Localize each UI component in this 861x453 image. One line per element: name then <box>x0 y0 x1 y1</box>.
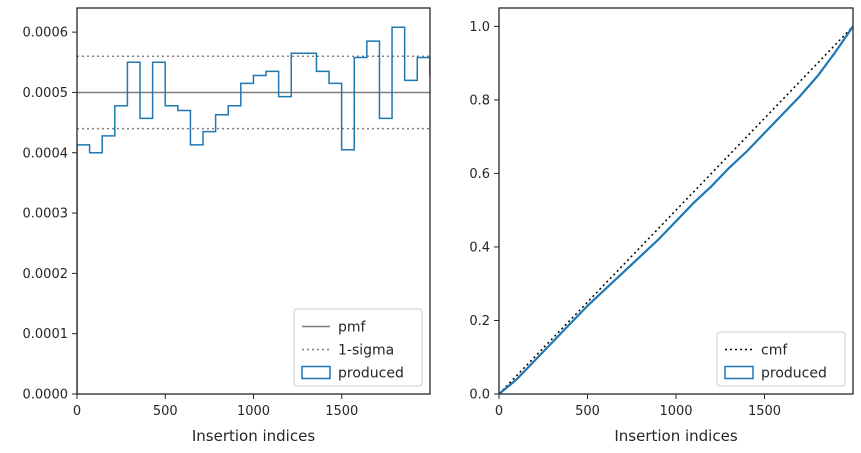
y-tick-label: 0.0004 <box>23 146 69 161</box>
plot-area <box>499 25 853 394</box>
x-tick-label: 1500 <box>748 404 781 419</box>
series-produced <box>499 25 853 394</box>
legend-swatch <box>724 365 754 380</box>
y-tick-label: 0.0000 <box>23 388 69 403</box>
chart-pmf: 0 500 1000 1500 0.0000 0.0001 0.0002 0.0003 0.00… <box>23 7 431 445</box>
legend-label: produced <box>338 366 404 382</box>
x-tick-label: 0 <box>495 404 503 419</box>
legend-box <box>716 331 846 387</box>
y-tick-label: 0.8 <box>469 93 490 108</box>
x-tick-label: 0 <box>73 404 81 419</box>
y-tick-label: 0.0005 <box>23 86 69 101</box>
x-tick-label: 1500 <box>325 404 358 419</box>
y-tick-label: 0.0006 <box>23 26 69 41</box>
legend-label: cmf <box>761 343 788 359</box>
y-tick-label: 0.4 <box>469 240 490 255</box>
plot-area <box>77 26 430 394</box>
x-axis-label: Insertion indices <box>614 427 737 445</box>
legend: cmf produced <box>716 331 846 387</box>
x-axis-label: Insertion indices <box>192 427 315 445</box>
y-tick-label: 0.2 <box>469 314 490 329</box>
y-tick-label: 0.6 <box>469 167 490 182</box>
legend-label: 1-sigma <box>338 343 394 359</box>
series-produced <box>77 26 430 394</box>
y-tick-label: 0.0 <box>469 388 490 403</box>
x-tick-label: 500 <box>153 404 178 419</box>
y-tick-label: 0.0002 <box>23 267 69 282</box>
legend: pmf 1-sigma produced <box>293 308 423 387</box>
plot-frame <box>76 7 431 395</box>
legend-label: produced <box>761 366 827 382</box>
series-cmf <box>499 25 853 394</box>
legend-swatch <box>301 365 331 380</box>
plot-frame <box>498 7 854 395</box>
y-tick-label: 0.0003 <box>23 207 69 222</box>
x-tick-label: 1000 <box>659 404 692 419</box>
x-tick-label: 1000 <box>237 404 270 419</box>
legend-label: pmf <box>338 320 367 336</box>
y-tick-label: 1.0 <box>469 20 490 35</box>
chart-cmf: 0 500 1000 1500 0.0 0.2 0.4 0.6 0.8 1.0 Insertion … <box>469 7 854 445</box>
x-tick-label: 500 <box>575 404 600 419</box>
y-tick-label: 0.0001 <box>23 327 69 342</box>
